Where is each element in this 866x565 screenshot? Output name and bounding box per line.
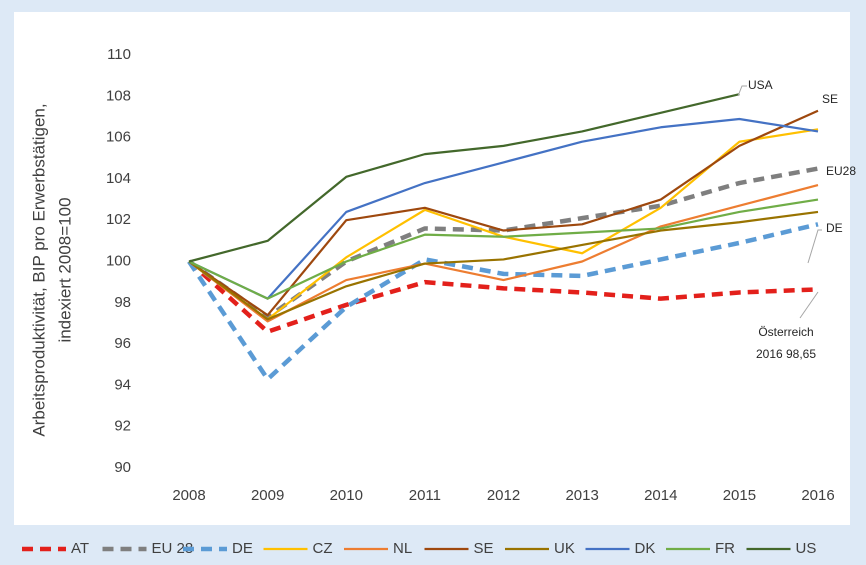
line-series bbox=[188, 93, 740, 263]
y-tick-label: 106 bbox=[106, 129, 131, 146]
legend-label: US bbox=[796, 540, 817, 557]
line-series bbox=[188, 109, 819, 317]
line-series bbox=[187, 222, 819, 382]
y-tick-label: 90 bbox=[114, 459, 131, 476]
legend-label: SE bbox=[474, 540, 494, 557]
x-tick-label: 2009 bbox=[251, 487, 284, 504]
annotation: USA bbox=[748, 78, 773, 92]
x-tick-label: 2012 bbox=[487, 487, 520, 504]
y-axis-label: Arbeitsproduktivität, BIP pro Erwerbstät… bbox=[29, 103, 48, 436]
y-tick-label: 96 bbox=[114, 335, 131, 352]
annotation: SE bbox=[822, 92, 838, 106]
line-series bbox=[188, 117, 819, 300]
line-series bbox=[188, 210, 819, 321]
annotation: Österreich bbox=[758, 325, 813, 339]
annotation: EU28 bbox=[826, 164, 856, 178]
annotation: 2016 98,65 bbox=[756, 347, 816, 361]
x-tick-label: 2014 bbox=[644, 487, 677, 504]
x-tick-label: 2015 bbox=[723, 487, 756, 504]
legend-label: DE bbox=[232, 540, 253, 557]
line-series bbox=[188, 198, 819, 300]
legend-label: DK bbox=[635, 540, 656, 557]
legend-label: NL bbox=[393, 540, 412, 557]
y-tick-label: 98 bbox=[114, 294, 131, 311]
leader-line bbox=[737, 85, 747, 97]
leader-line bbox=[807, 229, 822, 264]
x-tick-label: 2011 bbox=[409, 487, 441, 504]
legend-label: AT bbox=[71, 540, 89, 557]
y-tick-label: 104 bbox=[106, 170, 131, 187]
plot-background bbox=[14, 12, 850, 525]
legend-label: CZ bbox=[313, 540, 333, 557]
y-tick-label: 110 bbox=[107, 46, 131, 63]
x-tick-label: 2010 bbox=[330, 487, 363, 504]
y-tick-label: 94 bbox=[114, 376, 131, 393]
legend-label: UK bbox=[554, 540, 575, 557]
y-tick-label: 92 bbox=[114, 418, 131, 435]
y-axis-label: indexiert 2008=100 bbox=[55, 197, 74, 342]
x-tick-label: 2016 bbox=[801, 487, 834, 504]
leader-line bbox=[799, 291, 819, 319]
x-tick-label: 2013 bbox=[565, 487, 598, 504]
y-tick-label: 100 bbox=[106, 252, 131, 269]
legend-label: FR bbox=[715, 540, 735, 557]
x-tick-label: 2008 bbox=[172, 487, 205, 504]
y-tick-label: 102 bbox=[106, 211, 131, 228]
y-tick-label: 108 bbox=[106, 87, 131, 104]
line-series bbox=[187, 259, 819, 334]
annotation: DE bbox=[826, 221, 843, 235]
legend-label: EU 28 bbox=[152, 540, 194, 557]
